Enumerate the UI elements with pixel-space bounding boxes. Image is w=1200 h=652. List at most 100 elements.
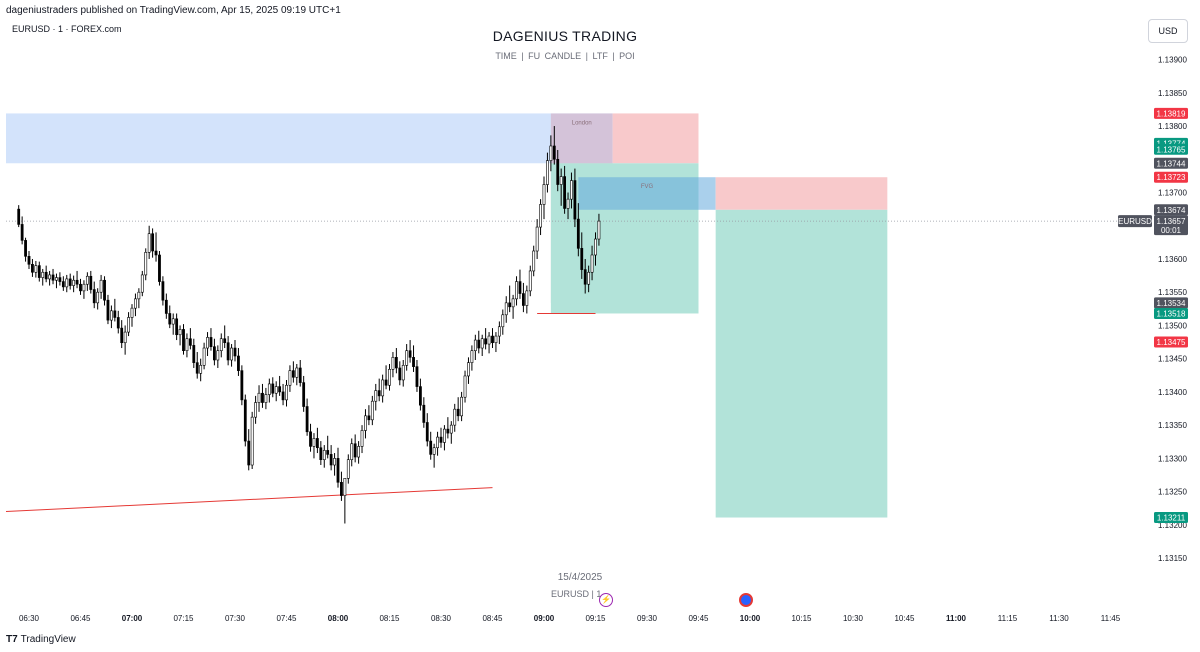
price-tick-label: 1.13800 (1158, 122, 1187, 131)
price-tick-label: 1.13400 (1158, 388, 1187, 397)
candle-body (559, 176, 563, 185)
candle-body (243, 399, 247, 442)
candle-body (484, 338, 488, 345)
price-badge-label: 1.13744 (1157, 159, 1186, 168)
candle-body (213, 346, 216, 361)
candle-body (113, 310, 117, 318)
candle-body (542, 184, 546, 205)
candle-body (391, 357, 395, 370)
symbol-price-tag (1118, 215, 1152, 228)
price-badge (1154, 307, 1188, 319)
candle-body (353, 443, 357, 458)
time-tick-label: 07:00 (122, 614, 143, 623)
time-tick-label: 08:00 (328, 614, 349, 623)
candle-body (556, 158, 560, 185)
candle-body (343, 478, 347, 496)
candle-body (288, 370, 292, 386)
candle-body (168, 313, 172, 325)
candle-body (539, 204, 542, 228)
current-price-badge (1154, 215, 1188, 236)
bottom-symbol: EURUSD | 1 (551, 589, 602, 599)
current-price-label: 1.13657 (1157, 217, 1186, 226)
candle-body (199, 365, 203, 374)
price-tick-label: 1.13450 (1158, 355, 1187, 364)
candle-body (580, 248, 584, 270)
zone-label-fvg: FVG (641, 184, 654, 190)
price-badge-label: 1.13765 (1157, 145, 1186, 154)
candle-body (504, 302, 508, 316)
time-tick-label: 10:45 (894, 614, 915, 623)
candle-body (254, 402, 258, 418)
candle-body (583, 269, 587, 285)
candle-body (429, 440, 433, 455)
price-tick-label: 1.13250 (1158, 488, 1187, 497)
candle-body (103, 279, 106, 301)
candle-body (202, 347, 206, 366)
candle-body (99, 279, 103, 293)
price-tick-label: 1.13200 (1158, 521, 1187, 530)
currency-button[interactable]: USD (1148, 19, 1188, 43)
time-tick-label: 11:30 (1049, 614, 1069, 623)
candle-body (130, 307, 134, 318)
candle-body (79, 283, 82, 292)
candle-body (473, 339, 477, 351)
time-tick-label: 08:30 (431, 614, 452, 623)
zone-trade1-stop (612, 113, 699, 164)
candle-body (336, 458, 340, 483)
candle-body (240, 370, 244, 401)
economic-event-icon[interactable] (739, 593, 753, 607)
candle-body (250, 416, 254, 466)
candle-body (123, 331, 127, 344)
zone-trade2-stop (715, 177, 888, 210)
price-tick-label: 1.13550 (1158, 288, 1187, 297)
candle-body (467, 362, 470, 377)
lightning-icon[interactable]: ⚡ (599, 593, 613, 607)
candle-body (532, 250, 536, 272)
symbol-label[interactable]: EURUSD · 1 · FOREX.com (12, 24, 122, 34)
price-tick-label: 1.13850 (1158, 89, 1187, 98)
candle-body (89, 275, 93, 290)
candle-body (237, 355, 240, 371)
candle-body (154, 250, 158, 256)
symbol-price-tag-label: EURUSD (1118, 217, 1152, 226)
price-badge (1154, 143, 1188, 155)
candle-body (264, 394, 268, 403)
candle-body (319, 447, 323, 460)
tv-logo-text: TradingView (20, 634, 76, 645)
candle-body (110, 310, 113, 321)
candle-body (161, 281, 165, 301)
price-badge-label: 1.13518 (1157, 309, 1186, 318)
candle-body (274, 386, 278, 394)
candle-body (116, 317, 120, 329)
candle-body (597, 220, 601, 240)
candle-body (515, 281, 518, 300)
candle-body (216, 350, 220, 361)
time-tick-label: 10:30 (843, 614, 864, 623)
tradingview-logo[interactable]: T7 TradingView (6, 634, 76, 645)
candle-body (418, 386, 422, 406)
candle-body (566, 198, 570, 209)
candle-body (576, 218, 580, 249)
candle-body (322, 450, 326, 460)
candle-body (195, 362, 199, 374)
candle-body (388, 369, 391, 386)
candle-body (271, 383, 275, 394)
candle-body (518, 281, 522, 294)
candle-body (511, 298, 515, 308)
price-badge (1154, 336, 1188, 348)
candle-body (295, 367, 299, 378)
countdown-label: 00:01 (1161, 226, 1182, 235)
zone-label-london-session: London (572, 120, 592, 126)
price-badge-label: 1.13475 (1157, 338, 1186, 347)
candle-body (72, 279, 76, 286)
price-badge (1154, 204, 1188, 216)
candle-body (188, 338, 192, 346)
candle-body (164, 299, 168, 314)
candle-body (573, 180, 577, 220)
candle-body (233, 347, 237, 357)
trendline[interactable] (5, 487, 493, 513)
candle-body (120, 327, 124, 344)
candle-body (456, 408, 460, 417)
candle-body (398, 367, 402, 381)
